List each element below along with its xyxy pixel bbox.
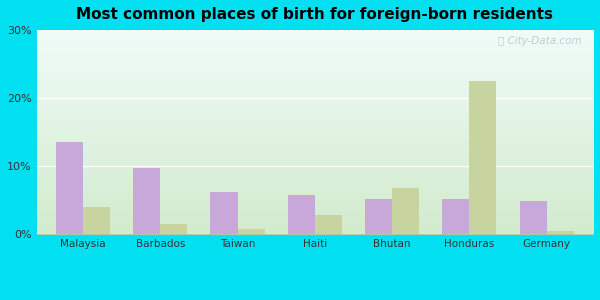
Bar	[520, 201, 547, 234]
Title: Most common places of birth for foreign-born residents: Most common places of birth for foreign-…	[76, 7, 553, 22]
Bar	[547, 231, 574, 234]
Text: ⓘ City-Data.com: ⓘ City-Data.com	[499, 36, 582, 46]
Bar	[238, 229, 265, 234]
Bar	[469, 81, 496, 234]
Bar	[365, 199, 392, 234]
Bar	[56, 142, 83, 234]
Bar	[211, 192, 238, 234]
Bar	[133, 168, 160, 234]
Bar	[315, 215, 342, 234]
Bar	[288, 195, 315, 234]
Bar	[442, 199, 469, 234]
Bar	[160, 224, 187, 234]
Bar	[392, 188, 419, 234]
Bar	[83, 207, 110, 234]
